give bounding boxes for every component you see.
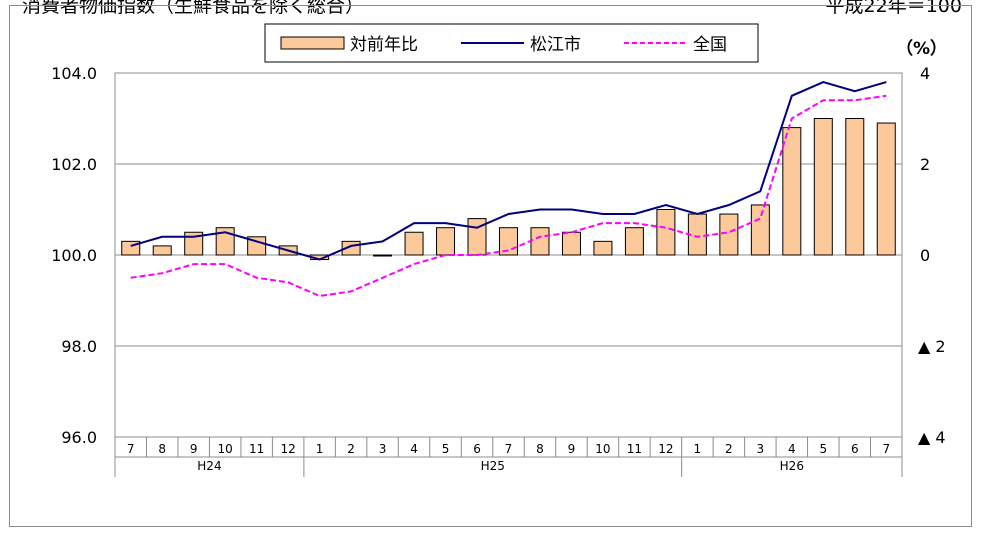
month-label: 3 — [757, 442, 765, 456]
chart-title: 消費者物価指数（生鮮食品を除く総合） — [22, 0, 365, 17]
bar-yoy — [530, 227, 550, 256]
bar-yoy — [782, 127, 802, 256]
month-label: 9 — [568, 442, 576, 456]
right-axis-unit: （%） — [896, 38, 947, 59]
left-tick-label: 96.0 — [61, 428, 97, 447]
month-label: 11 — [627, 442, 642, 456]
bar-yoy — [373, 254, 393, 257]
year-label: H25 — [481, 459, 505, 473]
legend-swatch-bar — [280, 36, 345, 50]
month-label: 8 — [158, 442, 166, 456]
right-tick-label: 0 — [920, 246, 930, 265]
month-label: 2 — [725, 442, 733, 456]
year-label: H26 — [780, 459, 804, 473]
month-label: 5 — [819, 442, 827, 456]
bar-yoy — [876, 122, 896, 256]
month-label: 1 — [316, 442, 324, 456]
month-label: 3 — [379, 442, 387, 456]
bar-yoy — [152, 245, 172, 256]
left-tick-label: 102.0 — [51, 155, 97, 174]
legend-label-national: 全国 — [693, 35, 727, 55]
bar-yoy — [750, 204, 770, 256]
month-label: 10 — [595, 442, 610, 456]
line-national — [130, 94, 887, 298]
left-tick-label: 98.0 — [61, 337, 97, 356]
month-label: 4 — [788, 442, 796, 456]
bar-yoy — [184, 231, 204, 256]
bar-yoy — [247, 236, 267, 256]
month-label: 10 — [218, 442, 233, 456]
legend: 対前年比 松江市 全国 — [264, 23, 759, 63]
line-series — [130, 81, 887, 298]
bar-yoy — [656, 209, 676, 256]
month-label: 7 — [505, 442, 513, 456]
left-tick-label: 100.0 — [51, 246, 97, 265]
right-axis-ticks: 4 2 0 ▲ 2 ▲ 4 — [918, 64, 946, 447]
month-label: 4 — [410, 442, 418, 456]
bar-yoy — [624, 227, 644, 256]
month-label: 7 — [882, 442, 890, 456]
right-tick-label: ▲ 2 — [918, 337, 946, 356]
month-label: 5 — [442, 442, 450, 456]
right-tick-label: 4 — [920, 64, 930, 83]
month-label: 6 — [851, 442, 859, 456]
right-tick-label: ▲ 4 — [918, 428, 946, 447]
month-label: 11 — [249, 442, 264, 456]
base-year-note: 平成22年＝100 — [825, 0, 962, 17]
bar-yoy — [813, 118, 833, 256]
month-label: 6 — [473, 442, 481, 456]
bar-series — [121, 118, 896, 261]
bar-yoy — [593, 240, 613, 256]
bar-yoy — [719, 213, 739, 256]
month-label: 7 — [127, 442, 135, 456]
month-label: 1 — [694, 442, 702, 456]
bar-yoy — [561, 231, 581, 256]
month-label: 8 — [536, 442, 544, 456]
left-tick-label: 104.0 — [51, 64, 97, 83]
month-label: 12 — [658, 442, 673, 456]
chart-frame — [9, 5, 972, 527]
right-tick-label: 2 — [920, 155, 930, 174]
bar-yoy — [845, 118, 865, 256]
legend-label-yoy: 対前年比 — [350, 35, 418, 55]
month-label: 9 — [190, 442, 198, 456]
year-label: H24 — [197, 459, 221, 473]
legend-label-matsue: 松江市 — [530, 35, 581, 55]
left-axis-ticks: 104.0 102.0 100.0 98.0 96.0 — [51, 64, 97, 447]
line-matsue — [130, 81, 887, 261]
month-label: 2 — [347, 442, 355, 456]
month-label: 12 — [280, 442, 295, 456]
bar-yoy — [436, 227, 456, 256]
bar-yoy — [404, 231, 424, 256]
